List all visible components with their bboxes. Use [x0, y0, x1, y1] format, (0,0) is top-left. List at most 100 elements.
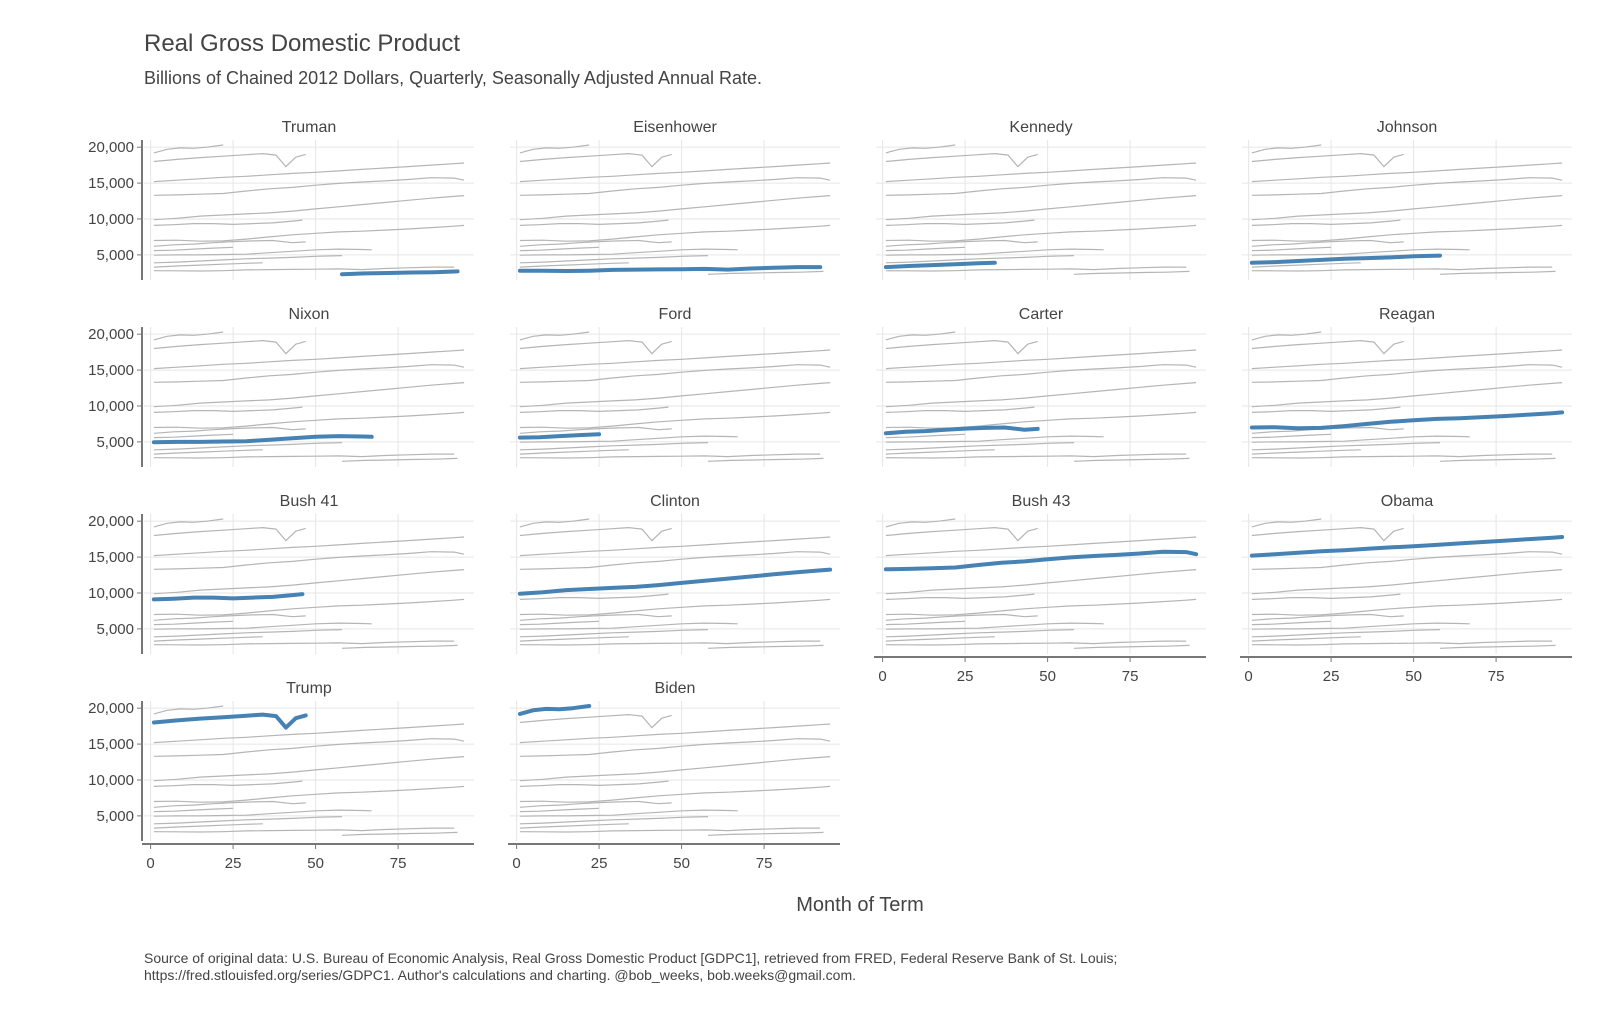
y-tick-label: 10,000	[88, 211, 134, 228]
x-axis-label: Month of Term	[796, 894, 924, 916]
context-line	[1251, 406, 1401, 413]
context-line	[153, 426, 306, 434]
context-line	[885, 162, 1197, 183]
context-line	[519, 816, 709, 825]
context-line	[1251, 526, 1404, 542]
context-line	[153, 339, 306, 355]
context-line	[519, 248, 738, 256]
context-line	[885, 364, 1197, 383]
context-line	[153, 785, 465, 803]
context-line	[1251, 152, 1404, 168]
x-tick-label: 75	[756, 855, 773, 872]
context-line	[885, 636, 995, 642]
context-line	[519, 780, 669, 787]
context-line	[885, 219, 1035, 226]
context-line	[153, 518, 224, 528]
context-line	[1251, 262, 1361, 268]
context-line	[1439, 457, 1556, 462]
context-line	[519, 738, 831, 757]
facet-title: Kennedy	[1009, 119, 1072, 136]
context-line	[1251, 518, 1322, 528]
series-line	[883, 425, 1040, 436]
series-line	[151, 712, 308, 730]
context-line	[885, 224, 1197, 242]
context-line	[707, 270, 824, 275]
series-line	[1249, 253, 1442, 265]
context-line	[519, 246, 600, 252]
y-tick-label: 15,000	[88, 736, 134, 753]
context-line	[1251, 449, 1361, 455]
context-line	[885, 195, 1197, 221]
context-line	[341, 457, 458, 462]
context-line	[153, 224, 465, 242]
context-line	[519, 364, 831, 383]
y-tick-label: 5,000	[96, 808, 134, 825]
context-line	[519, 262, 629, 268]
context-line	[1073, 457, 1190, 462]
context-line	[519, 411, 831, 429]
context-line	[153, 827, 455, 833]
context-line	[1251, 620, 1332, 626]
x-tick-label: 75	[390, 855, 407, 872]
x-tick-label: 25	[957, 668, 974, 685]
context-line	[153, 526, 306, 542]
context-line	[1251, 195, 1563, 221]
context-line	[1251, 144, 1322, 154]
context-line	[153, 816, 343, 825]
series-line	[151, 434, 374, 445]
x-tick-label: 25	[591, 855, 608, 872]
facet-panel: Reagan	[1242, 306, 1572, 467]
context-line	[885, 640, 1187, 646]
context-line	[885, 144, 956, 154]
context-line	[519, 593, 669, 600]
context-line	[153, 551, 465, 570]
context-line	[153, 406, 303, 413]
context-line	[519, 800, 672, 808]
series-line	[1249, 535, 1565, 558]
context-line	[1251, 435, 1470, 443]
context-line	[153, 266, 455, 272]
context-line	[1251, 569, 1563, 595]
facet-title: Nixon	[289, 306, 330, 323]
context-line	[153, 248, 372, 256]
context-line	[1251, 636, 1361, 642]
facet-panel: Obama 0 25 50 75	[1240, 493, 1572, 685]
facet-panel: Bush 43 0 25 50 75	[874, 493, 1206, 685]
context-line	[707, 831, 824, 836]
context-line	[519, 809, 738, 817]
context-line	[885, 620, 966, 626]
context-line	[519, 144, 590, 154]
context-line	[1251, 331, 1322, 341]
context-line	[153, 800, 306, 808]
context-line	[519, 713, 672, 729]
context-line	[519, 331, 590, 341]
context-line	[885, 177, 1197, 196]
context-line	[885, 629, 1075, 638]
context-line	[1251, 162, 1563, 183]
context-line	[153, 536, 465, 557]
context-line	[153, 823, 263, 829]
context-line	[1251, 442, 1441, 451]
context-line	[1251, 613, 1404, 621]
context-line	[885, 598, 1197, 616]
facet-panel: Biden 0 25 50 75	[508, 680, 840, 872]
context-line	[153, 162, 465, 183]
context-line	[153, 738, 465, 757]
context-line	[1251, 382, 1563, 408]
context-line	[1251, 239, 1404, 247]
facet-panel: Truman 5,000 10,000 15,000 20,000	[88, 119, 474, 280]
context-line	[885, 266, 1187, 272]
context-line	[519, 177, 831, 196]
context-line	[519, 152, 672, 168]
y-tick-label: 5,000	[96, 434, 134, 451]
context-line	[707, 644, 824, 649]
context-line	[153, 569, 465, 595]
facet-title: Eisenhower	[633, 119, 717, 136]
context-line	[153, 349, 465, 370]
context-line	[885, 152, 1038, 168]
facet-panel: Kennedy	[876, 119, 1206, 280]
context-line	[519, 620, 600, 626]
context-line	[1251, 622, 1470, 630]
y-tick-label: 20,000	[88, 513, 134, 530]
caption-line: https://fred.stlouisfed.org/series/GDPC1…	[144, 967, 856, 983]
